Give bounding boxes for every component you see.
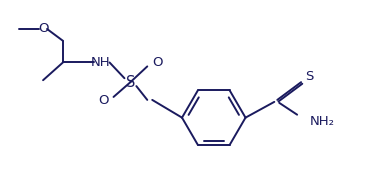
Text: S: S bbox=[305, 70, 313, 83]
Text: O: O bbox=[38, 22, 48, 36]
Text: NH₂: NH₂ bbox=[309, 115, 335, 128]
Text: NH: NH bbox=[91, 56, 111, 69]
Text: O: O bbox=[98, 94, 109, 107]
Text: S: S bbox=[126, 75, 135, 90]
Text: O: O bbox=[152, 56, 163, 69]
